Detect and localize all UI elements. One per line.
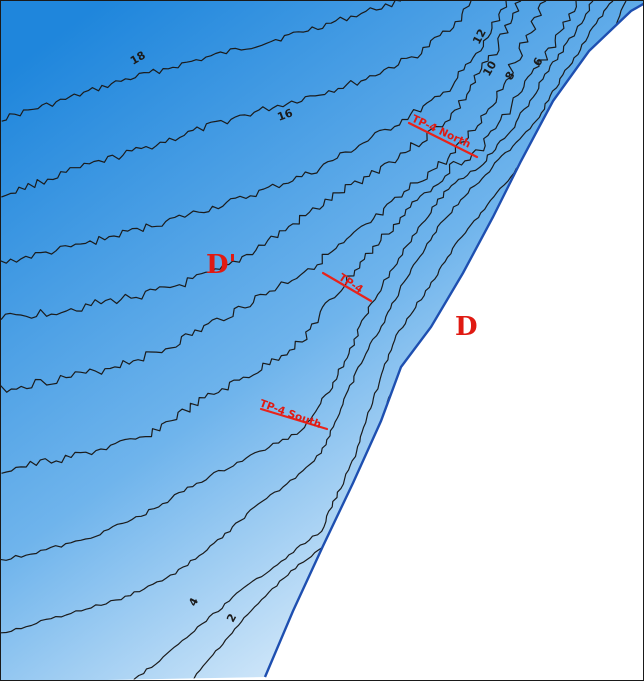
depth-contour	[1, 1, 522, 320]
depth-contour	[1, 1, 614, 634]
depth-contour	[1, 1, 402, 122]
zone-label-offshore: D'	[206, 250, 237, 280]
contour-label-c16: 16	[276, 106, 295, 124]
depth-contour	[1, 1, 594, 561]
transect-line-south	[259, 407, 329, 431]
contour-label-c12: 12	[470, 27, 489, 47]
transect-line-center	[321, 271, 373, 303]
shoreline	[263, 2, 643, 678]
zone-label-onshore: D	[455, 312, 478, 342]
transect-line-north	[407, 121, 479, 159]
depth-contour	[1, 1, 472, 198]
depth-contour	[1, 1, 577, 474]
depth-contour	[1, 1, 547, 393]
depth-contour	[1, 1, 508, 264]
